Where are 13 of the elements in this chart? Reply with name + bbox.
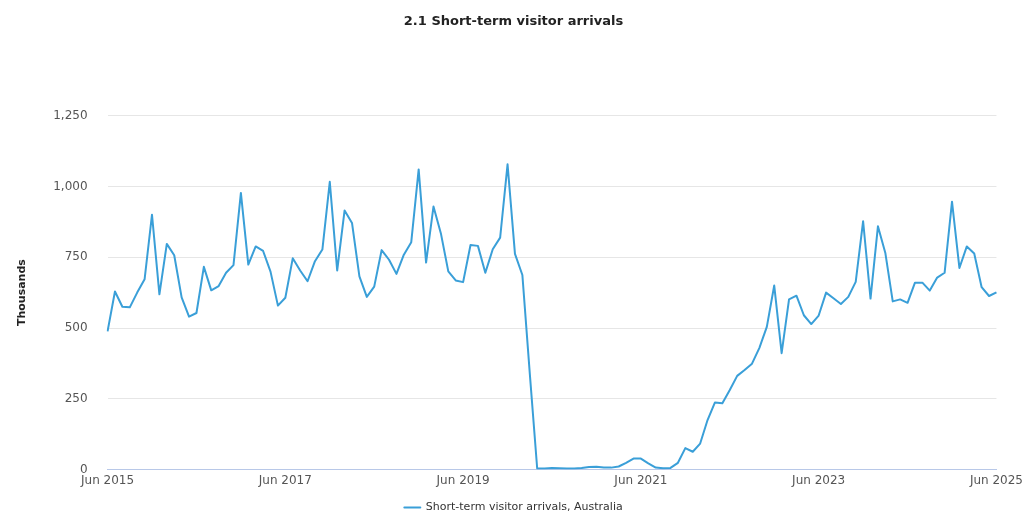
x-tick-label: Jun 2021 [613, 472, 668, 487]
y-tick-label: 500 [64, 320, 88, 335]
chart-title: 2.1 Short-term visitor arrivals [403, 13, 624, 29]
x-tick-label: Jun 2019 [435, 472, 490, 487]
legend-label: Short-term visitor arrivals, Australia [425, 500, 623, 514]
y-tick-label: 1,250 [53, 107, 88, 122]
y-tick-label: 1,000 [53, 178, 88, 193]
y-axis-title: Thousands [15, 258, 29, 327]
y-tick-label: 250 [64, 390, 88, 405]
x-tick-label: Jun 2025 [968, 472, 1023, 487]
x-tick-label: Jun 2023 [791, 472, 846, 487]
y-tick-label: 750 [64, 249, 88, 264]
x-tick-label: Jun 2017 [257, 472, 312, 487]
